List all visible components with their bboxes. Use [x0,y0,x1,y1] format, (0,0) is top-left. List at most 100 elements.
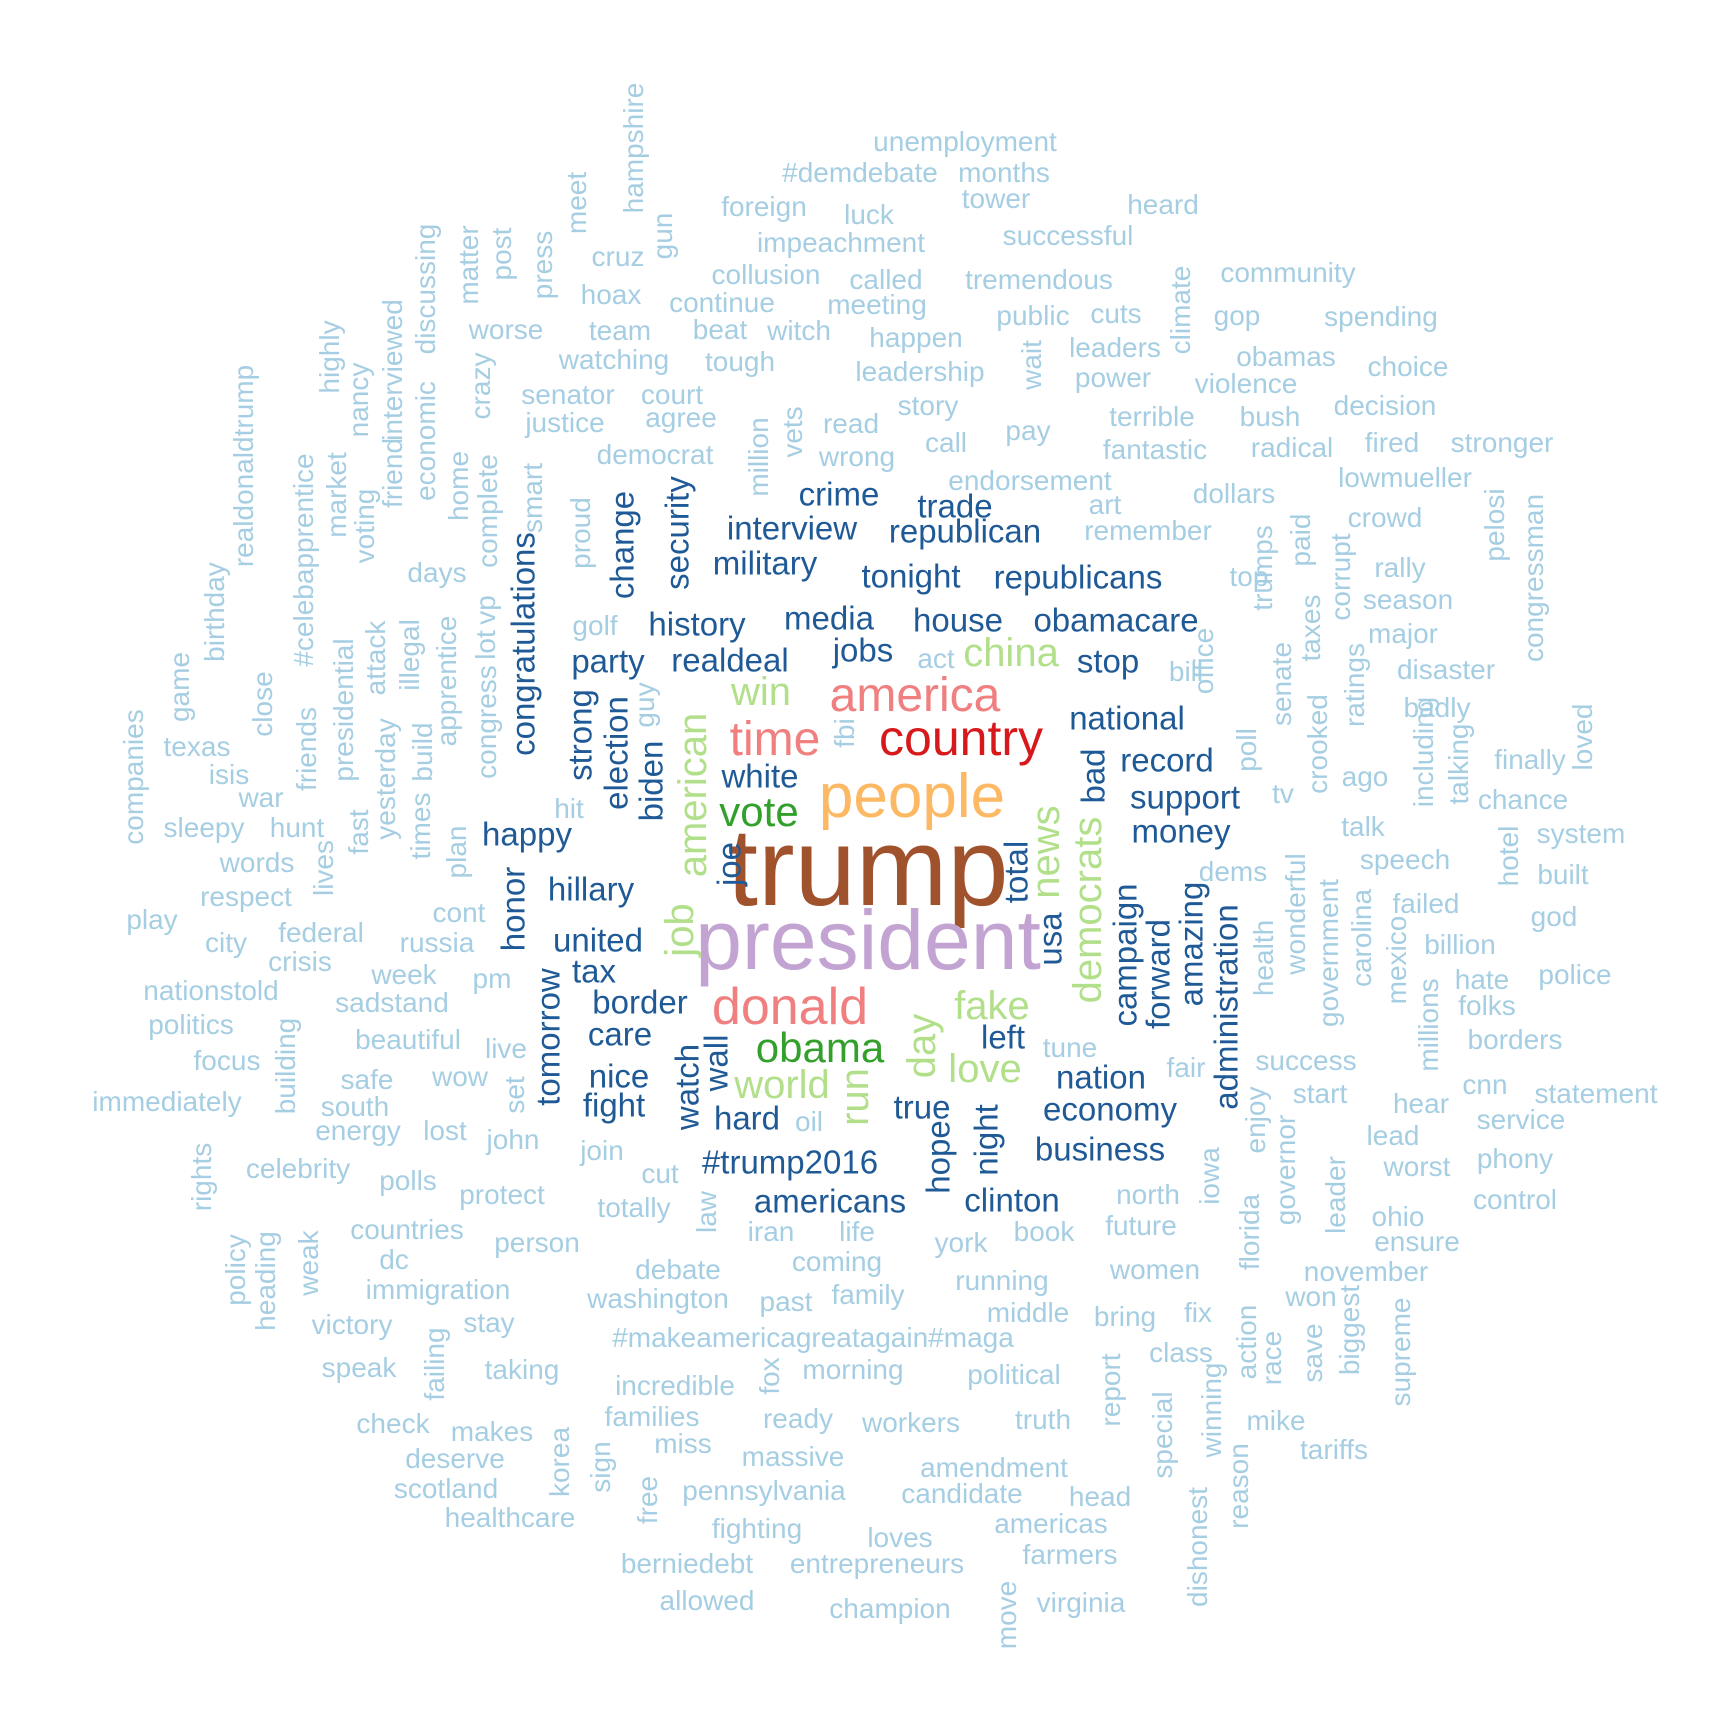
word-months: months [958,157,1050,188]
word-badly: badly [1403,692,1471,723]
word-presidential: presidential [328,638,359,782]
word-nancy: nancy [343,362,374,438]
word-start: start [1292,1078,1348,1109]
word-media: media [784,599,874,637]
word-democrats: democrats [1066,816,1110,1004]
word-endorsement: endorsement [948,465,1112,496]
word-proud: proud [565,497,596,569]
word-mexico: mexico [1381,915,1412,1005]
word-sadstand: sadstand [335,987,449,1018]
word-change: change [603,490,641,600]
word-paid: paid [1285,513,1316,567]
word-free: free [632,1475,663,1525]
word-cruz: cruz [591,241,645,272]
word-champion: champion [829,1593,951,1624]
word-american: american [671,712,715,878]
word-iowa: iowa [1194,1147,1225,1205]
word-left: left [980,1018,1026,1056]
word-won: won [1285,1281,1337,1312]
word-build: build [407,722,438,782]
word-oil: oil [794,1106,824,1137]
word-fake: fake [954,984,1030,1028]
word-protect: protect [459,1179,545,1210]
word-country: country [879,710,1043,766]
word-november: november [1303,1256,1429,1287]
word-fair: fair [1166,1052,1206,1083]
word-head: head [1068,1481,1132,1512]
word-campaign: campaign [1106,883,1144,1027]
word-system: system [1536,818,1626,849]
word-realdonaldtrump: realdonaldtrump [228,364,259,568]
word-power: power [1074,362,1152,393]
word-total: total [997,840,1035,904]
word-deserve: deserve [405,1443,505,1474]
word-check: check [356,1408,430,1439]
word-collusion: collusion [711,259,821,290]
word-middle: middle [986,1297,1070,1328]
word-race: race [1256,1330,1287,1386]
word-post: post [486,227,517,281]
word-vets: vets [777,406,808,458]
word-polls: polls [379,1165,437,1196]
word-obama: obama [755,1024,885,1071]
word-united: united [553,921,643,959]
word-trade: trade [917,487,993,525]
word-bad: bad [1074,748,1112,804]
word-beat: beat [692,314,748,345]
word-foreign: foreign [721,191,807,222]
word-heard: heard [1127,189,1199,220]
word-coming: coming [791,1246,883,1277]
word-realdeal: realdeal [671,641,789,679]
word-violence: violence [1194,368,1298,399]
word-obamas: obamas [1236,341,1336,372]
word-millions: millions [1413,978,1444,1072]
word-history: history [648,605,746,643]
word-yesterday: yesterday [370,718,401,840]
word-phony: phony [1476,1143,1554,1174]
word-candidate: candidate [901,1478,1023,1509]
word-live: live [484,1033,528,1064]
word-stronger: stronger [1450,427,1554,458]
word-dems: dems [1198,856,1268,887]
word-americans: americans [753,1182,907,1220]
word-ratings: ratings [1339,642,1370,728]
word-leaders: leaders [1069,332,1161,363]
word-interview: interview [726,509,858,547]
word-join: join [580,1135,624,1166]
word-berniedebt: berniedebt [620,1548,754,1579]
word-massive: massive [741,1441,845,1472]
word-amazing: amazing [1172,881,1210,1007]
word-countries: countries [350,1214,464,1245]
word-happy: happy [482,815,572,853]
word-workers: workers [861,1407,961,1438]
word-crisis: crisis [268,946,332,977]
word-set: set [499,1076,530,1114]
word-focus: focus [193,1045,261,1076]
word-world: world [734,1063,830,1107]
word-win: win [730,670,792,714]
word-ensure: ensure [1374,1226,1460,1257]
word-congratulations: congratulations [504,532,542,756]
word-remember: remember [1084,515,1212,546]
word-fbi: fbi [829,718,860,748]
word-bill: bill [1168,656,1204,687]
word-farmers: farmers [1022,1539,1118,1570]
word-family: family [831,1279,905,1310]
word-makeamericagreatagain-maga: #makeamericagreatagain#maga [612,1322,1014,1353]
word-party: party [571,642,645,680]
word-read: read [822,408,880,439]
word-hampshire: hampshire [618,82,649,214]
word-biden: biden [632,740,670,822]
word-immigration: immigration [365,1274,511,1305]
word-dishonest: dishonest [1182,1487,1213,1607]
word-report: report [1095,1353,1126,1427]
word-top: top [1229,561,1269,592]
word-friend: friend [377,437,408,509]
word-lives: lives [308,839,339,897]
word-rights: rights [186,1142,217,1212]
word-court: court [640,379,704,410]
word-demdebate: #demdebate [782,157,938,188]
word-hoax: hoax [580,279,642,310]
word-office: office [1188,627,1219,695]
